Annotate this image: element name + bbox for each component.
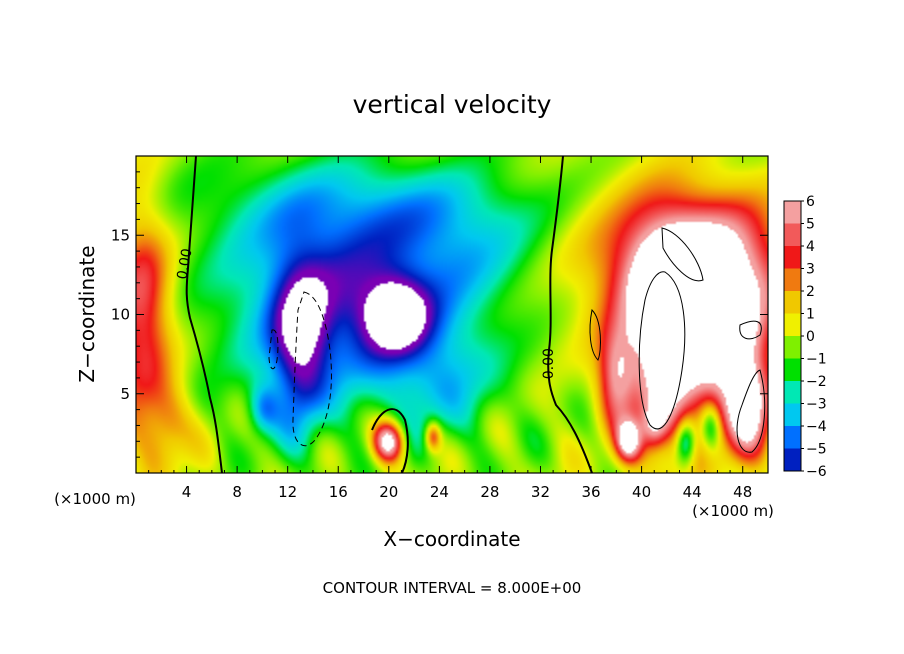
contour-label: 0.00 bbox=[174, 247, 195, 280]
colorbar-segment bbox=[784, 268, 801, 292]
x-tick-label: 44 bbox=[683, 483, 702, 501]
colorbar-label: 1 bbox=[806, 307, 815, 323]
colorbar-label: −6 bbox=[806, 464, 827, 480]
colorbar-label: −5 bbox=[806, 442, 827, 458]
x-tick-label: 20 bbox=[379, 483, 398, 501]
x-unit-label-left: (×1000 m) bbox=[54, 490, 136, 508]
x-tick-label: 8 bbox=[232, 483, 242, 501]
colorbar-label: −3 bbox=[806, 397, 827, 413]
colorbar-segment bbox=[784, 403, 801, 427]
colorbar-segment bbox=[784, 426, 801, 449]
colorbar-segment bbox=[784, 336, 801, 359]
x-tick-label: 16 bbox=[329, 483, 348, 501]
chart-title: vertical velocity bbox=[353, 90, 552, 119]
zero-contour-lines bbox=[185, 155, 593, 474]
contour-label: 0.00 bbox=[541, 348, 557, 379]
velocity-heatmap bbox=[136, 156, 768, 473]
x-unit-label-right: (×1000 m) bbox=[692, 502, 774, 520]
zero-contour-small bbox=[371, 408, 409, 474]
colorbar: 6 5 4 3 2 1 0 −1 −2 −3 −4 −5 −6 bbox=[783, 194, 827, 480]
zero-contour-right bbox=[547, 155, 593, 474]
colorbar-label: −1 bbox=[806, 352, 827, 368]
x-tick-label: 28 bbox=[480, 483, 499, 501]
x-tick-label: 32 bbox=[531, 483, 550, 501]
colorbar-segment bbox=[784, 223, 801, 247]
x-axis: 4 8 12 16 20 24 28 32 36 40 44 48 bbox=[148, 156, 756, 501]
colorbar-segment bbox=[784, 291, 801, 314]
colorbar-segment bbox=[784, 448, 801, 472]
colorbar-label: 5 bbox=[806, 217, 815, 233]
y-tick-label: 10 bbox=[111, 306, 130, 324]
colorbar-label: −4 bbox=[806, 419, 827, 435]
solid-contour-3 bbox=[736, 369, 766, 453]
solid-contour-4 bbox=[739, 320, 762, 340]
velocity-field bbox=[136, 156, 768, 473]
y-tick-label: 15 bbox=[111, 226, 130, 244]
colorbar-segment bbox=[784, 381, 801, 404]
dashed-contour-2 bbox=[268, 329, 279, 370]
x-tick-label: 48 bbox=[733, 483, 752, 501]
colorbar-label: 0 bbox=[806, 329, 815, 345]
colorbar-label: −2 bbox=[806, 374, 827, 390]
colorbar-segment bbox=[784, 358, 801, 382]
y-axis: 5 10 15 bbox=[111, 171, 768, 458]
dashed-contour-1 bbox=[292, 291, 332, 447]
x-tick-label: 40 bbox=[632, 483, 651, 501]
positive-contours bbox=[589, 227, 766, 453]
solid-contour-5 bbox=[589, 308, 601, 361]
zero-contour-left bbox=[185, 155, 223, 474]
colorbar-segment bbox=[784, 246, 801, 269]
colorbar-label: 6 bbox=[806, 194, 815, 210]
colorbar-label: 2 bbox=[806, 284, 815, 300]
x-tick-label: 24 bbox=[430, 483, 449, 501]
colorbar-segment bbox=[784, 201, 801, 224]
y-tick-label: 5 bbox=[120, 385, 130, 403]
contour-labels: 0.00 0.00 bbox=[174, 247, 557, 379]
negative-contours bbox=[268, 291, 332, 447]
solid-contour-2 bbox=[661, 227, 704, 282]
y-axis-title: Z−coordinate bbox=[75, 245, 99, 382]
x-tick-label: 36 bbox=[581, 483, 600, 501]
x-tick-label: 4 bbox=[182, 483, 192, 501]
colorbar-label: 4 bbox=[806, 239, 815, 255]
contour-interval-note: CONTOUR INTERVAL = 8.000E+00 bbox=[323, 579, 582, 597]
colorbar-segment bbox=[784, 313, 801, 337]
solid-contour-1 bbox=[638, 271, 686, 430]
x-axis-title: X−coordinate bbox=[383, 527, 520, 551]
colorbar-label: 3 bbox=[806, 262, 815, 278]
x-tick-label: 12 bbox=[278, 483, 297, 501]
